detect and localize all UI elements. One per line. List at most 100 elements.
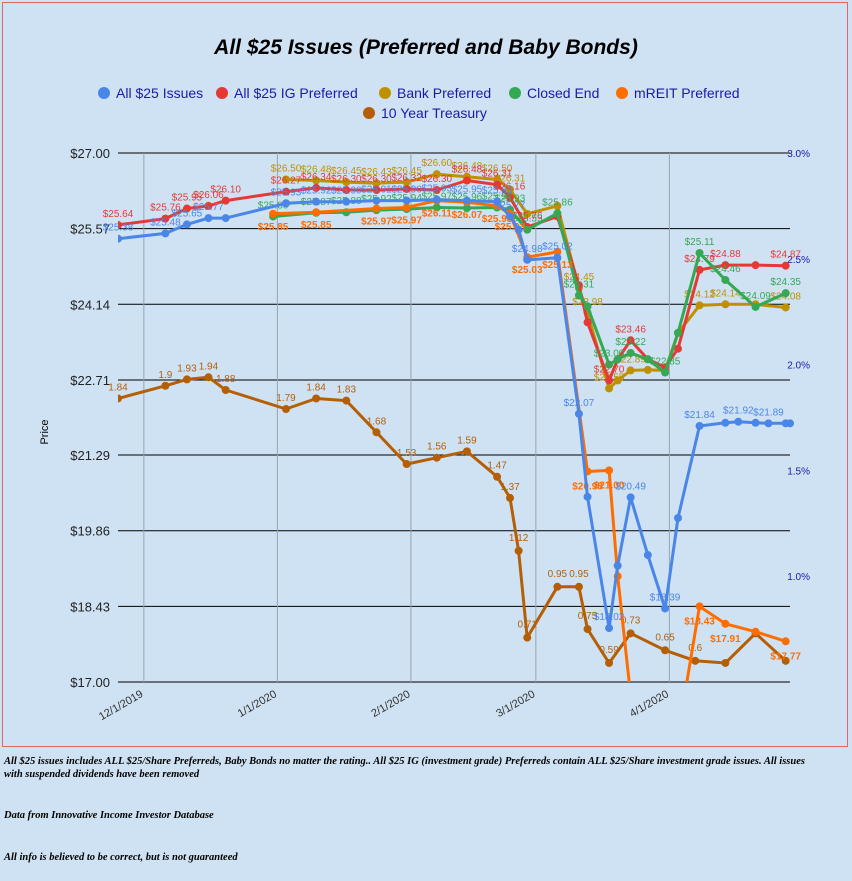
x-tick-label: 1/1/2020 <box>236 688 279 720</box>
data-point <box>605 658 614 667</box>
data-label: 1.59 <box>457 435 477 446</box>
data-label: 1.93 <box>177 363 197 374</box>
data-point <box>312 176 321 185</box>
y2-tick-label: 2.0% <box>787 361 810 372</box>
data-label: $25.48 <box>150 217 181 228</box>
footnote-source: Data from Innovative Income Investor Dat… <box>4 810 214 821</box>
data-point <box>643 365 652 374</box>
data-label: 0.65 <box>655 632 675 643</box>
data-point <box>583 302 592 311</box>
data-point <box>583 625 592 634</box>
data-point <box>118 220 122 229</box>
data-point <box>661 604 670 613</box>
data-label: 1.37 <box>500 482 520 493</box>
data-point <box>462 176 471 185</box>
data-label: $25.95 <box>172 193 203 204</box>
data-point <box>523 209 532 218</box>
data-point <box>118 234 122 243</box>
chart-svg: $27.00 $25.57 $24.14 $22.71 $21.29 $19.86 $18.… <box>39 85 810 723</box>
data-point <box>506 493 514 502</box>
data-label: $26.31 <box>482 169 513 180</box>
data-point <box>282 175 290 184</box>
data-point <box>402 203 411 212</box>
data-label: 0.95 <box>548 569 568 580</box>
legend-label: Closed End <box>527 85 599 101</box>
data-point <box>751 261 760 270</box>
data-point <box>553 253 562 262</box>
data-point <box>764 419 773 428</box>
data-label: $24.88 <box>710 249 741 260</box>
data-point <box>721 275 730 284</box>
data-label: $26.06 <box>193 190 224 201</box>
data-label: $25.90 <box>331 186 362 197</box>
y-tick-label: $27.00 <box>70 146 110 161</box>
data-point <box>493 472 502 481</box>
data-label: $17.91 <box>710 634 741 645</box>
data-label: 1.56 <box>427 442 447 453</box>
data-label: $25.76 <box>150 203 181 214</box>
data-label: $23.98 <box>572 297 603 308</box>
data-point <box>161 214 170 223</box>
data-label: 1.94 <box>199 361 219 372</box>
data-label: $25.65 <box>172 208 203 219</box>
data-point <box>605 360 614 369</box>
data-label: $24.14 <box>710 288 741 299</box>
data-label: $24.35 <box>770 277 801 288</box>
data-point <box>781 261 790 270</box>
data-label: $25.93 <box>271 187 302 198</box>
data-point <box>605 384 614 393</box>
data-point <box>553 209 562 218</box>
y-tick-label: $21.29 <box>70 448 110 463</box>
x-tick-label: 2/1/2020 <box>369 688 412 720</box>
data-point <box>462 204 471 213</box>
data-label: $23.46 <box>615 324 646 335</box>
data-label: $26.30 <box>421 174 452 185</box>
data-label: 1.68 <box>367 416 387 427</box>
data-point <box>553 247 562 256</box>
data-point <box>661 646 670 655</box>
data-point <box>342 197 351 206</box>
data-point <box>643 355 652 364</box>
x-tick-label: 12/1/2019 <box>97 688 145 723</box>
data-label: $25.64 <box>103 209 134 220</box>
data-point <box>506 212 514 221</box>
data-label: $23.00 <box>594 349 625 360</box>
data-point <box>781 303 790 312</box>
data-label: $25.93 <box>482 214 513 225</box>
data-label: $21.00 <box>594 480 625 491</box>
data-point <box>613 355 622 364</box>
data-label: $25.02 <box>542 242 573 253</box>
data-point <box>282 405 290 414</box>
data-point <box>402 460 411 469</box>
data-label: $24.87 <box>770 250 801 261</box>
data-label: 1.84 <box>108 382 128 393</box>
data-point <box>312 394 321 403</box>
data-label: $25.92 <box>301 186 332 197</box>
data-label: $21.89 <box>753 407 784 418</box>
data-point <box>372 428 381 437</box>
y2-tick-label: 2.5% <box>787 255 810 266</box>
y-tick-label: $17.00 <box>70 675 110 690</box>
data-label: $25.93 <box>495 194 526 205</box>
data-label: $26.34 <box>301 172 332 183</box>
data-point <box>432 203 441 212</box>
y2-tick-label: 1.0% <box>787 572 810 583</box>
data-point <box>695 301 704 310</box>
data-label: $25.76 <box>512 211 543 222</box>
data-label: $26.07 <box>452 210 483 221</box>
data-point <box>574 582 583 591</box>
data-point <box>342 396 351 405</box>
data-point <box>781 656 790 665</box>
data-label: 1.83 <box>337 385 357 396</box>
data-label: $26.48 <box>452 161 483 172</box>
legend-label: mREIT Preferred <box>634 85 740 101</box>
data-point <box>661 368 670 377</box>
chart-frame <box>2 2 848 747</box>
data-label: 1.88 <box>216 374 236 385</box>
data-label: $24.98 <box>512 244 543 255</box>
data-point <box>402 196 411 205</box>
y-tick-label: $19.86 <box>70 524 110 539</box>
data-point <box>613 376 622 385</box>
data-label: $25.85 <box>258 222 289 233</box>
data-label: 0.75 <box>578 611 598 622</box>
